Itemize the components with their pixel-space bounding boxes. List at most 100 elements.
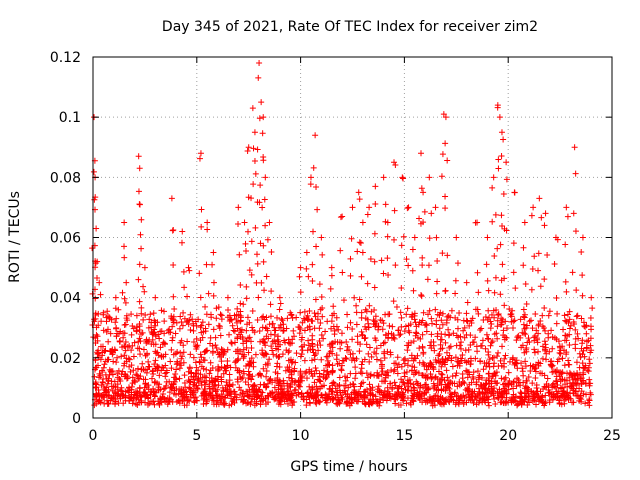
data-point-spike: [520, 321, 527, 328]
data-point-background: [251, 393, 258, 400]
data-point-background: [587, 389, 594, 396]
data-point-background: [410, 338, 417, 345]
data-point-spike: [260, 258, 267, 265]
data-point-spike: [529, 325, 536, 332]
data-point-background: [345, 346, 352, 353]
data-point-background: [186, 398, 193, 405]
data-point-background: [258, 372, 265, 379]
data-point-background: [233, 396, 240, 403]
data-point-background: [532, 368, 539, 375]
data-point-background: [234, 357, 241, 364]
data-point-peak: [384, 219, 391, 226]
data-point-background: [266, 390, 273, 397]
data-point-background: [121, 352, 128, 359]
data-point-background: [133, 392, 140, 399]
data-point-background: [212, 381, 219, 388]
data-point-background: [402, 323, 409, 330]
data-point-background: [178, 362, 185, 369]
data-point-spike: [409, 246, 416, 253]
data-point-background: [474, 392, 481, 399]
data-point-background: [274, 374, 281, 381]
data-point-background: [203, 366, 210, 373]
data-point-background: [532, 311, 539, 318]
data-point-background: [391, 360, 398, 367]
data-point-spike: [246, 267, 253, 274]
data-point-background: [150, 385, 157, 392]
data-point-spike: [250, 145, 257, 152]
data-point-background: [310, 393, 317, 400]
data-point-spike: [489, 184, 496, 191]
data-point-spike: [178, 239, 185, 246]
data-point-background: [445, 398, 452, 405]
data-point-spike: [356, 296, 363, 303]
data-point-spike: [98, 382, 105, 389]
data-point-background: [528, 317, 535, 324]
data-point-background: [423, 322, 430, 329]
data-point-background: [162, 362, 169, 369]
data-point-background: [366, 389, 373, 396]
data-point-background: [303, 402, 310, 409]
y-tick-label: 0.06: [50, 231, 81, 247]
data-point-spike: [512, 285, 519, 292]
data-point-spike: [224, 346, 231, 353]
data-point-background: [218, 358, 225, 365]
data-point-background: [273, 388, 280, 395]
data-point-background: [443, 384, 450, 391]
data-point-spike: [261, 287, 268, 294]
data-point-spike: [579, 292, 586, 299]
data-point-background: [296, 330, 303, 337]
data-point-background: [334, 383, 341, 390]
data-point-spike: [268, 248, 275, 255]
data-point-peak: [563, 204, 570, 211]
data-point-spike: [138, 331, 145, 338]
data-point-background: [549, 384, 556, 391]
data-point-spike: [439, 321, 446, 328]
data-point-background: [312, 313, 319, 320]
data-point-background: [488, 383, 495, 390]
data-point-background: [499, 343, 506, 350]
data-point-background: [488, 320, 495, 327]
data-point-spike: [554, 310, 561, 317]
data-point-background: [249, 373, 256, 380]
data-point-background: [244, 388, 251, 395]
data-point-background: [273, 352, 280, 359]
data-point-background: [495, 310, 502, 317]
data-point-background: [521, 390, 528, 397]
data-point-background: [522, 331, 529, 338]
data-point-spike: [301, 357, 308, 364]
data-point-background: [371, 372, 378, 379]
data-point-background: [483, 331, 490, 338]
data-point-background: [522, 324, 529, 331]
data-point-background: [384, 392, 391, 399]
data-point-background: [491, 331, 498, 338]
data-point-spike: [326, 342, 333, 349]
data-point-background: [481, 395, 488, 402]
data-point-spike: [266, 321, 273, 328]
data-point-background: [555, 369, 562, 376]
data-point-background: [112, 319, 119, 326]
data-point-spike: [537, 283, 544, 290]
data-point-background: [139, 360, 146, 367]
data-point-background: [270, 351, 277, 358]
data-point-spike: [483, 261, 490, 268]
data-point-background: [423, 385, 430, 392]
data-point-spike: [520, 262, 527, 269]
data-point-peak: [303, 249, 310, 256]
data-point-spike: [510, 240, 517, 247]
data-point-spike: [497, 241, 504, 248]
data-point-spike: [474, 269, 481, 276]
data-point-spike: [380, 270, 387, 277]
data-point-background: [124, 387, 131, 394]
data-point-background: [411, 355, 418, 362]
data-point-background: [354, 392, 361, 399]
data-point-spike: [510, 269, 517, 276]
data-point-spike: [535, 267, 542, 274]
data-point-background: [445, 332, 452, 339]
data-point-background: [517, 382, 524, 389]
data-point-background: [176, 365, 183, 372]
data-point-background: [101, 361, 108, 368]
data-point-background: [311, 352, 318, 359]
data-point-background: [446, 344, 453, 351]
data-point-spike: [249, 327, 256, 334]
data-point-background: [127, 368, 134, 375]
